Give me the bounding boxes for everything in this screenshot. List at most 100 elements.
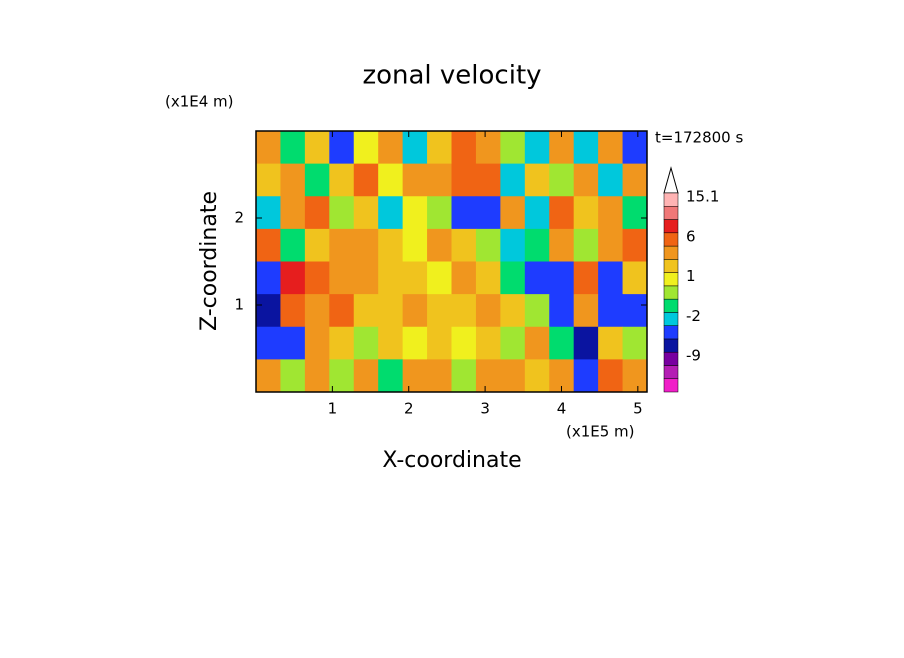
field-cell bbox=[329, 196, 355, 230]
field-cell bbox=[329, 294, 355, 328]
field-cell bbox=[622, 294, 648, 328]
field-cell bbox=[475, 359, 501, 393]
field-cell bbox=[451, 196, 477, 230]
field-cell bbox=[329, 131, 355, 165]
field-cell bbox=[280, 326, 306, 360]
field-cell bbox=[622, 228, 648, 262]
field-cell bbox=[280, 228, 306, 262]
field-cell bbox=[402, 326, 428, 360]
field-cell bbox=[427, 294, 452, 328]
field-cell bbox=[378, 131, 404, 165]
field-cell bbox=[549, 326, 575, 360]
field-cell bbox=[475, 228, 501, 262]
field-cell bbox=[402, 261, 428, 295]
colorbar-band bbox=[663, 272, 679, 287]
colorbar-label: 6 bbox=[686, 227, 696, 245]
field-cell bbox=[329, 326, 355, 360]
field-cell bbox=[598, 261, 624, 295]
y-tick-label: 2 bbox=[234, 209, 244, 227]
field-cell bbox=[280, 294, 306, 328]
field-cell bbox=[573, 131, 599, 165]
field-cell bbox=[500, 261, 526, 295]
field-cell bbox=[329, 163, 355, 197]
field-cell bbox=[451, 294, 477, 328]
colorbar-band bbox=[663, 285, 679, 300]
field-cell bbox=[598, 326, 624, 360]
field-cell bbox=[280, 131, 306, 165]
field-cell bbox=[622, 326, 648, 360]
field-cell bbox=[353, 359, 379, 393]
field-cell bbox=[524, 261, 550, 295]
field-cell bbox=[573, 261, 599, 295]
field-cell bbox=[256, 196, 281, 230]
x-tick-label: 5 bbox=[633, 400, 643, 418]
field-cell bbox=[622, 131, 648, 165]
field-cell bbox=[329, 261, 355, 295]
field-cell bbox=[427, 196, 452, 230]
x-unit: (x1E5 m) bbox=[566, 423, 635, 441]
field-cell bbox=[500, 228, 526, 262]
field-cell bbox=[573, 294, 599, 328]
field-cell bbox=[475, 326, 501, 360]
field-cell bbox=[304, 261, 330, 295]
field-cell bbox=[500, 359, 526, 393]
chart-title: zonal velocity bbox=[362, 61, 541, 91]
field-cell bbox=[549, 196, 575, 230]
field-cell bbox=[304, 131, 330, 165]
x-tick-label: 4 bbox=[557, 400, 567, 418]
field-cell bbox=[353, 261, 379, 295]
field-cell bbox=[622, 163, 648, 197]
field-cell bbox=[304, 359, 330, 393]
colorbar-band bbox=[663, 259, 679, 273]
field-cell bbox=[573, 359, 599, 393]
field-cell bbox=[256, 326, 281, 360]
plot-frame bbox=[255, 130, 648, 393]
colorbar-band bbox=[663, 378, 679, 393]
colorbar-band bbox=[663, 232, 679, 247]
field-cell bbox=[353, 326, 379, 360]
field-cell bbox=[256, 228, 281, 262]
field-cell bbox=[402, 196, 428, 230]
field-cell bbox=[304, 294, 330, 328]
field-cell bbox=[573, 196, 599, 230]
field-cell bbox=[402, 131, 428, 165]
field-cell bbox=[500, 131, 526, 165]
field-cell bbox=[573, 228, 599, 262]
field-cell bbox=[524, 359, 550, 393]
field-cell bbox=[256, 131, 281, 165]
field-cell bbox=[622, 359, 648, 393]
field-cell bbox=[427, 359, 452, 393]
field-cell bbox=[402, 228, 428, 262]
y-unit: (x1E4 m) bbox=[165, 93, 234, 111]
field-cell bbox=[500, 196, 526, 230]
field-cell bbox=[549, 294, 575, 328]
field-cell bbox=[353, 163, 379, 197]
y-label: Z-coordinate bbox=[197, 191, 222, 331]
field-cell bbox=[378, 196, 404, 230]
field-cell bbox=[280, 196, 306, 230]
field-cell bbox=[280, 359, 306, 393]
field-cell bbox=[304, 163, 330, 197]
y-tick-label: 1 bbox=[234, 296, 244, 314]
colorbar-band bbox=[663, 206, 679, 220]
field-cell bbox=[598, 228, 624, 262]
field-cell bbox=[549, 261, 575, 295]
x-tick-label: 1 bbox=[328, 400, 338, 418]
field-cell bbox=[573, 163, 599, 197]
colorbar-band bbox=[663, 312, 679, 326]
colorbar-band bbox=[663, 365, 679, 379]
field-cell bbox=[524, 163, 550, 197]
colorbar-band bbox=[663, 298, 679, 313]
field-cell bbox=[427, 131, 452, 165]
field-cell bbox=[402, 359, 428, 393]
field-cell bbox=[524, 228, 550, 262]
colorbar-band bbox=[663, 219, 679, 234]
field-cell bbox=[256, 261, 281, 295]
field-cell bbox=[378, 228, 404, 262]
field-cell bbox=[378, 294, 404, 328]
field-cell bbox=[256, 163, 281, 197]
field-cell bbox=[475, 294, 501, 328]
field-cell bbox=[598, 359, 624, 393]
field-cell bbox=[427, 261, 452, 295]
field-cell bbox=[402, 294, 428, 328]
